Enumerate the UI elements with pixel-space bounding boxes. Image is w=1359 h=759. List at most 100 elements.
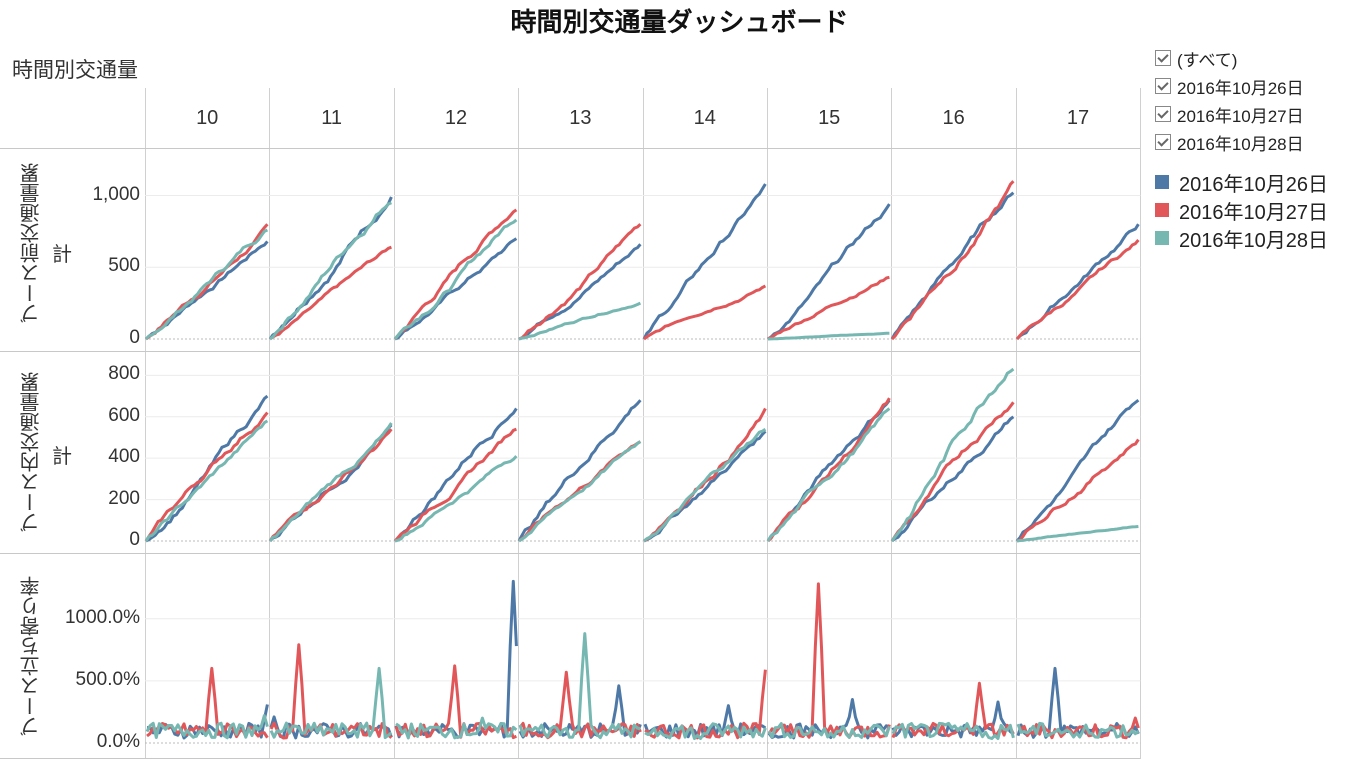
row-divider <box>0 351 1140 352</box>
filter-label: 2016年10月27日 <box>1177 106 1304 126</box>
color-swatch-icon <box>1155 231 1169 245</box>
panel-0-17 <box>1015 195 1141 341</box>
filter-item-2016-10-28[interactable]: 2016年10月28日 <box>1155 128 1328 156</box>
panel-1-11 <box>269 374 394 543</box>
panel-2-10 <box>145 618 270 744</box>
column-header-11: 11 <box>321 107 342 129</box>
panel-1-15 <box>766 374 892 543</box>
panel-2-13 <box>518 618 643 744</box>
series-line-2016年10月27日[interactable] <box>643 669 767 740</box>
column-divider <box>891 88 893 759</box>
y-tick-label: 0 <box>129 529 140 550</box>
legend-label: 2016年10月26日 <box>1179 173 1328 196</box>
series-line-2016年10月27日[interactable] <box>766 397 891 543</box>
series-line-2016年10月27日[interactable] <box>891 681 1016 739</box>
column-divider <box>767 88 768 759</box>
series-line-2016年10月28日[interactable] <box>767 722 891 739</box>
panel-1-12 <box>393 374 519 543</box>
series-line-2016年10月28日[interactable] <box>518 440 642 543</box>
series-line-2016年10月28日[interactable] <box>518 301 642 341</box>
checkbox-checked-icon[interactable] <box>1155 50 1171 66</box>
series-line-2016年10月28日[interactable] <box>269 201 393 341</box>
filter-label: (すべて) <box>1177 50 1238 70</box>
sheet-title: 時間別交通量 <box>12 58 138 82</box>
color-legend: 2016年10月26日 2016年10月27日 2016年10月28日 <box>1155 168 1328 252</box>
series-line-2016年10月26日[interactable] <box>1015 223 1140 341</box>
panel-1-13 <box>517 374 643 543</box>
panel-0-12 <box>393 195 519 341</box>
series-line-2016年10月28日[interactable] <box>393 218 518 340</box>
column-header-17: 17 <box>1066 107 1090 129</box>
panel-0-10 <box>144 195 270 341</box>
series-line-2016年10月27日[interactable] <box>518 223 642 341</box>
series-line-2016年10月26日[interactable] <box>767 203 891 341</box>
series-line-2016年10月28日[interactable] <box>270 666 393 740</box>
column-divider <box>1140 88 1142 759</box>
legend-item-2016-10-28[interactable]: 2016年10月28日 <box>1155 224 1328 252</box>
column-divider <box>518 88 520 759</box>
filter-item-all[interactable]: (すべて) <box>1155 44 1328 72</box>
series-line-2016年10月27日[interactable] <box>269 245 393 341</box>
filter-item-2016-10-27[interactable]: 2016年10月27日 <box>1155 100 1328 128</box>
series-line-2016年10月26日[interactable] <box>393 407 518 543</box>
series-line-2016年10月28日[interactable] <box>518 632 641 740</box>
checkbox-checked-icon[interactable] <box>1155 134 1171 150</box>
panel-2-16 <box>891 618 1016 744</box>
checkbox-checked-icon[interactable] <box>1155 78 1171 94</box>
series-line-2016年10月28日[interactable] <box>144 419 269 542</box>
series-line-2016年10月28日[interactable] <box>642 427 766 543</box>
legend-item-2016-10-26[interactable]: 2016年10月26日 <box>1155 168 1328 196</box>
series-line-2016年10月27日[interactable] <box>891 180 1015 341</box>
row-divider <box>0 148 1140 149</box>
filter-item-2016-10-26[interactable]: 2016年10月26日 <box>1155 72 1328 100</box>
series-line-2016年10月27日[interactable] <box>1016 438 1140 543</box>
column-header-14: 14 <box>693 107 716 129</box>
series-line-2016年10月28日[interactable] <box>1016 721 1140 739</box>
row-title-tail-0: 計 <box>52 241 72 266</box>
y-tick-label: 800 <box>108 363 140 385</box>
series-line-2016年10月26日[interactable] <box>642 183 767 340</box>
series-line-2016年10月28日[interactable] <box>144 228 269 341</box>
panel-2-12 <box>393 579 519 744</box>
series-line-2016年10月26日[interactable] <box>891 700 1015 739</box>
row-title-tail-1: 計 <box>52 444 72 468</box>
series-line-2016年10月27日[interactable] <box>642 407 767 543</box>
series-line-2016年10月26日[interactable] <box>517 399 642 542</box>
series-line-2016年10月28日[interactable] <box>891 367 1015 542</box>
series-line-2016年10月27日[interactable] <box>767 582 891 739</box>
series-line-2016年10月26日[interactable] <box>394 579 518 739</box>
series-line-2016年10月26日[interactable] <box>394 237 517 341</box>
legend-item-2016-10-27[interactable]: 2016年10月27日 <box>1155 196 1328 224</box>
panel-0-11 <box>269 195 394 341</box>
panel-2-17 <box>1015 618 1141 744</box>
dashboard-title: 時間別交通量ダッシュボード <box>510 8 849 38</box>
series-line-2016年10月28日[interactable] <box>145 714 269 740</box>
series-line-2016年10月27日[interactable] <box>891 401 1015 542</box>
checkbox-checked-icon[interactable] <box>1155 106 1171 122</box>
y-tick-label: 200 <box>108 487 140 509</box>
panel-1-10 <box>144 374 270 543</box>
series-line-2016年10月27日[interactable] <box>144 411 269 542</box>
panel-1-16 <box>891 367 1016 543</box>
series-line-2016年10月27日[interactable] <box>642 284 766 341</box>
series-line-2016年10月28日[interactable] <box>643 722 767 740</box>
series-line-2016年10月28日[interactable] <box>394 716 518 740</box>
series-line-2016年10月28日[interactable] <box>1016 525 1139 543</box>
row-title-1: ブース内交通量累 <box>19 372 43 532</box>
series-line-2016年10月27日[interactable] <box>393 427 517 542</box>
series-line-2016年10月28日[interactable] <box>394 455 518 543</box>
series-line-2016年10月28日[interactable] <box>766 407 891 542</box>
series-line-2016年10月28日[interactable] <box>892 721 1016 740</box>
series-line-2016年10月28日[interactable] <box>269 422 394 542</box>
series-line-2016年10月27日[interactable] <box>145 223 269 341</box>
series-line-2016年10月28日[interactable] <box>767 331 890 341</box>
series-line-2016年10月27日[interactable] <box>767 275 890 341</box>
series-line-2016年10月26日[interactable] <box>891 415 1015 543</box>
row-divider <box>0 553 1140 554</box>
legend-panel: (すべて) 2016年10月26日 2016年10月27日 2016年10月28… <box>1155 44 1328 252</box>
legend-label: 2016年10月27日 <box>1179 201 1328 224</box>
series-line-2016年10月26日[interactable] <box>1015 399 1140 542</box>
series-line-2016年10月27日[interactable] <box>393 208 518 340</box>
date-filter: (すべて) 2016年10月26日 2016年10月27日 2016年10月28… <box>1155 44 1328 156</box>
series-line-2016年10月27日[interactable] <box>1015 239 1140 340</box>
